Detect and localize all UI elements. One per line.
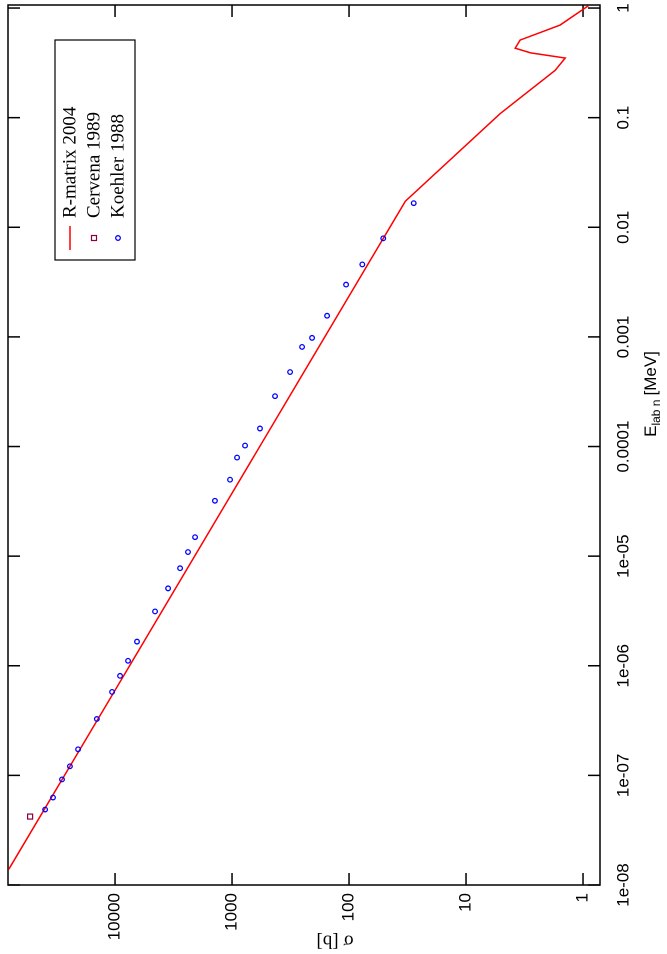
data-point [324, 312, 331, 319]
data-point [117, 672, 124, 679]
data-point [125, 657, 132, 664]
x-tick-label: 1 [613, 3, 632, 12]
data-point [272, 393, 278, 400]
data-point [211, 497, 218, 504]
data-point [185, 549, 191, 555]
data-point [359, 261, 366, 268]
data-point [234, 454, 241, 461]
plot-frame [7, 4, 601, 886]
legend-label: R-matrix 2004 [59, 106, 80, 218]
y-tick-label: 1000 [222, 893, 241, 931]
data-point [227, 476, 233, 483]
data-point [50, 794, 56, 801]
legend-marker [90, 234, 98, 242]
data-point [177, 565, 184, 572]
data-point [109, 688, 116, 695]
data-point [410, 200, 417, 207]
data-point [93, 716, 100, 722]
data-point [59, 776, 65, 783]
data-point [134, 638, 140, 645]
data-point [242, 442, 249, 449]
y-tick-label: 100 [339, 893, 358, 921]
data-point [287, 369, 294, 375]
data-point [42, 806, 49, 813]
x-tick-label: 1e-05 [613, 534, 632, 577]
data-point [299, 343, 306, 350]
legend-label: Cervena 1989 [83, 112, 104, 218]
x-tick-label: 1e-08 [613, 863, 632, 906]
data-point [66, 763, 73, 770]
rotated-plot: σ [b] Elab n [MeV] 1e-08 1e-07 1e-06 1e-05 0.… [7, 3, 663, 952]
data-point [380, 235, 387, 242]
x-title-unit: [MeV] [641, 351, 660, 395]
data-point [192, 534, 199, 541]
y-tick-label: 10 [456, 893, 475, 912]
data-point [309, 334, 316, 341]
y-tick-label: 10000 [105, 893, 124, 940]
x-tick-label: 0.01 [613, 211, 632, 244]
data-point [75, 746, 82, 753]
x-axis-title: Elab n [MeV] [641, 351, 663, 437]
x-tick-label: 0.0001 [613, 421, 632, 473]
x-tick-label: 1e-06 [613, 644, 632, 687]
legend-marker [115, 235, 121, 241]
data-point [27, 813, 34, 820]
x-title-sub: lab n [649, 400, 663, 426]
y-tick-label: 1 [573, 893, 592, 902]
x-tick-label: 1e-07 [613, 754, 632, 797]
x-tick-label: 0.001 [613, 316, 632, 359]
legend-box [54, 39, 136, 261]
legend-label: Koehler 1988 [107, 114, 128, 218]
data-line [8, 5, 589, 870]
x-title-main: E [641, 426, 660, 437]
data-point [152, 608, 158, 615]
data-point [343, 281, 350, 288]
y-axis-title: σ [b] [316, 931, 353, 952]
data-point [257, 425, 263, 432]
x-tick-label: 0.1 [613, 106, 632, 130]
data-point [165, 585, 172, 592]
